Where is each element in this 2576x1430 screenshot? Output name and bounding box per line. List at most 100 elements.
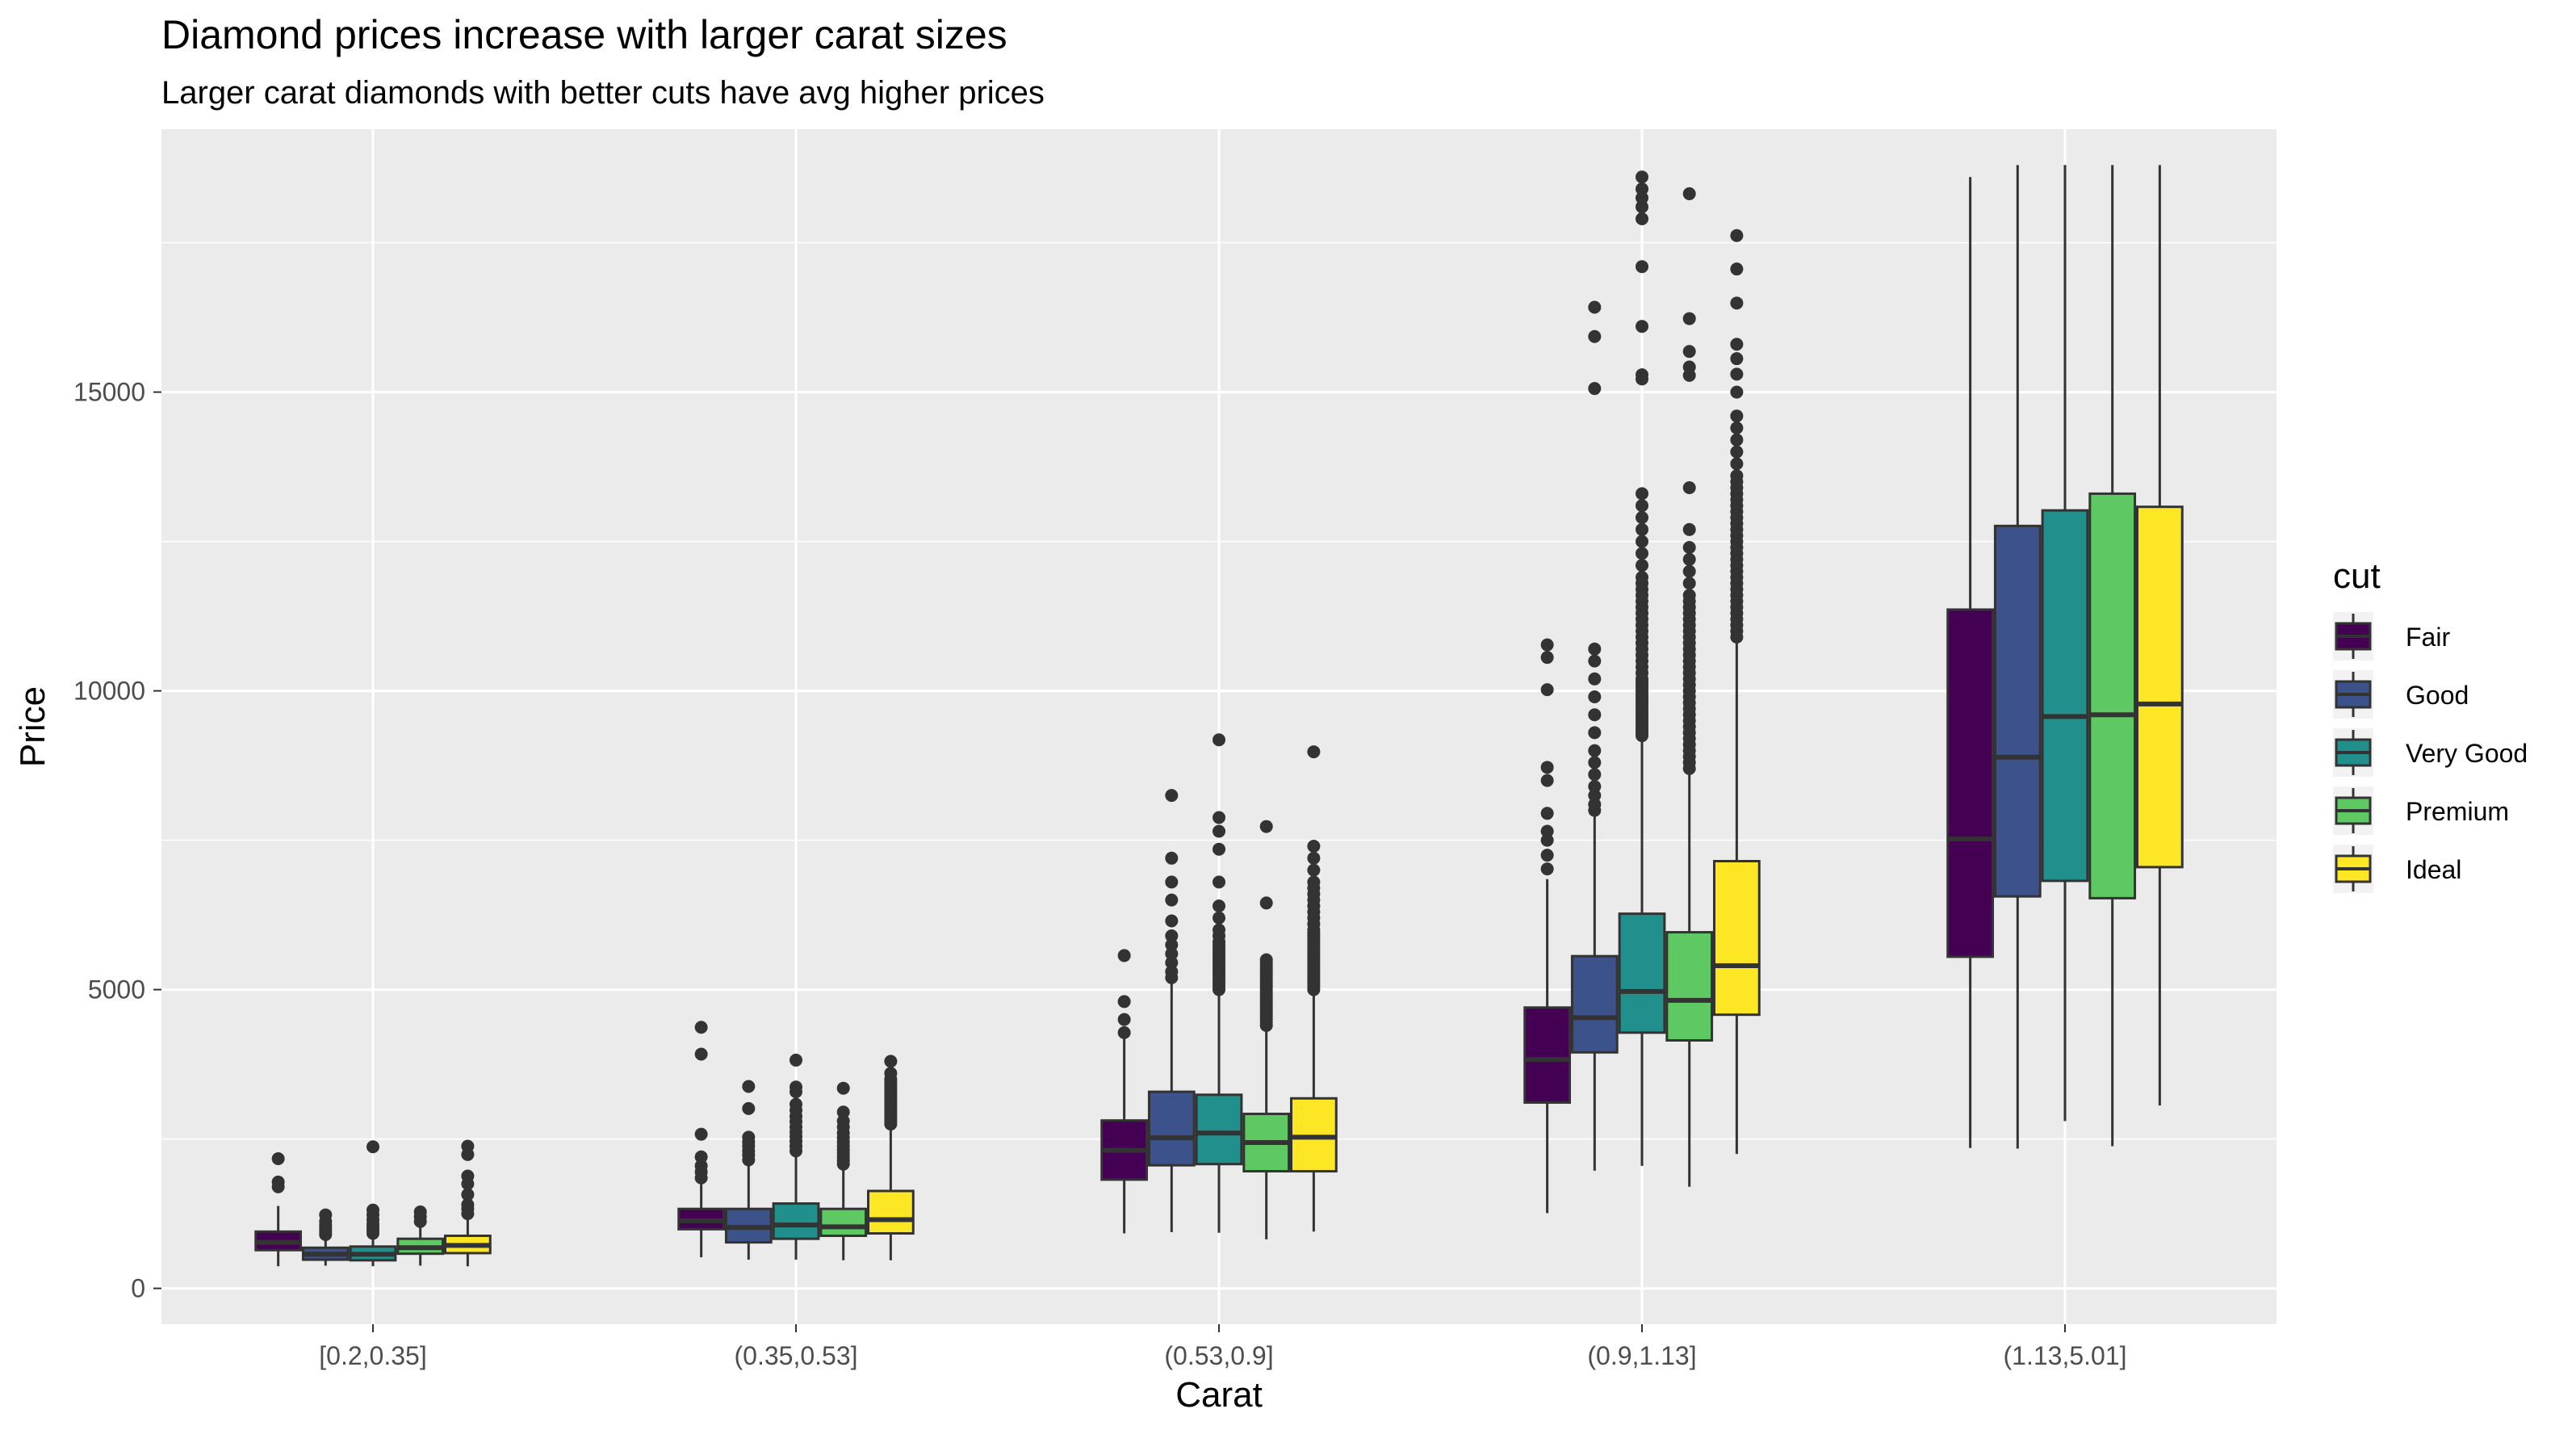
x-axis-title: Carat (1175, 1375, 1263, 1415)
box-good (724, 1080, 773, 1260)
legend-item: Good (2333, 670, 2469, 719)
outlier-point (1259, 820, 1273, 833)
y-tick-label: 10000 (73, 677, 145, 706)
outlier-point (1636, 547, 1648, 560)
outlier-point (1682, 481, 1696, 494)
outlier-point (884, 1055, 898, 1068)
box-ideal (2135, 165, 2184, 1106)
box-premium (819, 1081, 868, 1260)
outlier-point (1636, 191, 1648, 205)
outlier-point (1730, 229, 1744, 242)
box-premium (396, 1205, 445, 1266)
outlier-point (1259, 896, 1273, 910)
outlier-point (1636, 499, 1648, 513)
outlier-point (742, 1080, 756, 1093)
chart-subtitle: Larger carat diamonds with better cuts h… (161, 75, 1045, 111)
outlier-point (1730, 367, 1744, 381)
outlier-point (1117, 949, 1131, 962)
outlier-point (1540, 824, 1554, 838)
y-tick-label: 5000 (88, 975, 145, 1004)
outlier-point (1636, 571, 1648, 584)
outlier-point (1636, 559, 1648, 572)
outlier-point (836, 1081, 850, 1095)
outlier-point (1730, 445, 1744, 459)
outlier-point (1307, 840, 1321, 853)
outlier-point (1730, 409, 1744, 423)
box-iqr (1195, 1093, 1243, 1166)
outlier-point (367, 1140, 379, 1154)
box-ideal (1712, 229, 1761, 1155)
outlier-point (1588, 690, 1602, 703)
box-premium (2088, 165, 2137, 1147)
legend-item: Ideal (2333, 845, 2461, 893)
outlier-point (1213, 733, 1225, 747)
box-good (301, 1208, 350, 1266)
outlier-point (790, 1080, 802, 1094)
outlier-point (1540, 761, 1554, 774)
outlier-point (1540, 651, 1554, 665)
outlier-point (271, 1175, 285, 1189)
box-very-good (1618, 170, 1666, 1166)
boxplot-layer (254, 165, 2184, 1267)
outlier-point (1588, 726, 1602, 740)
outlier-point (742, 1130, 756, 1144)
legend-label: Ideal (2406, 855, 2461, 884)
outlier-point (1588, 744, 1602, 757)
x-tick-label: [0.2,0.35] (319, 1341, 426, 1370)
outlier-point (1588, 382, 1602, 396)
legend-label: Fair (2406, 623, 2450, 652)
outlier-point (1636, 511, 1648, 524)
outlier-point (1682, 360, 1696, 374)
box-premium (1665, 187, 1714, 1187)
outlier-point (1682, 345, 1696, 359)
box-fair (1100, 949, 1149, 1234)
outlier-point (1636, 320, 1648, 333)
outlier-point (461, 1139, 475, 1153)
outlier-point (1730, 457, 1744, 471)
outlier-point (694, 1021, 708, 1034)
outlier-point (1307, 863, 1321, 877)
box-iqr (1712, 860, 1761, 1017)
x-tick-label: (0.53,0.9] (1164, 1341, 1273, 1370)
outlier-point (1730, 421, 1744, 434)
outlier-point (1636, 368, 1648, 382)
outlier-point (1213, 842, 1225, 856)
outlier-point (790, 1097, 802, 1111)
box-iqr (1993, 524, 2042, 898)
legend-item: Fair (2333, 612, 2450, 660)
box-iqr (1618, 912, 1666, 1034)
outlier-point (1682, 187, 1696, 200)
outlier-point (1213, 911, 1225, 925)
box-iqr (2088, 492, 2137, 900)
outlier-point (1636, 182, 1648, 195)
box-very-good (772, 1053, 820, 1260)
outlier-point (1540, 807, 1554, 820)
outlier-point (1307, 851, 1321, 865)
outlier-point (1682, 522, 1696, 536)
outlier-point (1636, 260, 1648, 274)
outlier-point (1165, 947, 1179, 961)
outlier-point (1636, 170, 1648, 184)
outlier-point (1682, 552, 1696, 566)
outlier-point (1307, 745, 1321, 759)
x-tick-label: (1.13,5.01] (2004, 1341, 2127, 1370)
outlier-point (1588, 672, 1602, 686)
box-iqr (1570, 954, 1619, 1054)
outlier-point (1588, 329, 1602, 343)
outlier-point (1165, 938, 1179, 952)
legend-item: Premium (2333, 786, 2509, 835)
outlier-point (836, 1105, 850, 1119)
outlier-point (1117, 1025, 1131, 1039)
outlier-point (1636, 487, 1648, 501)
outlier-point (1588, 654, 1602, 668)
outlier-point (1588, 708, 1602, 722)
legend-label: Very Good (2406, 739, 2528, 768)
outlier-point (461, 1169, 475, 1183)
outlier-point (836, 1114, 850, 1128)
y-tick-label: 0 (131, 1274, 145, 1303)
outlier-point (1117, 1013, 1131, 1026)
outlier-point (1165, 851, 1179, 865)
box-iqr (866, 1189, 915, 1235)
